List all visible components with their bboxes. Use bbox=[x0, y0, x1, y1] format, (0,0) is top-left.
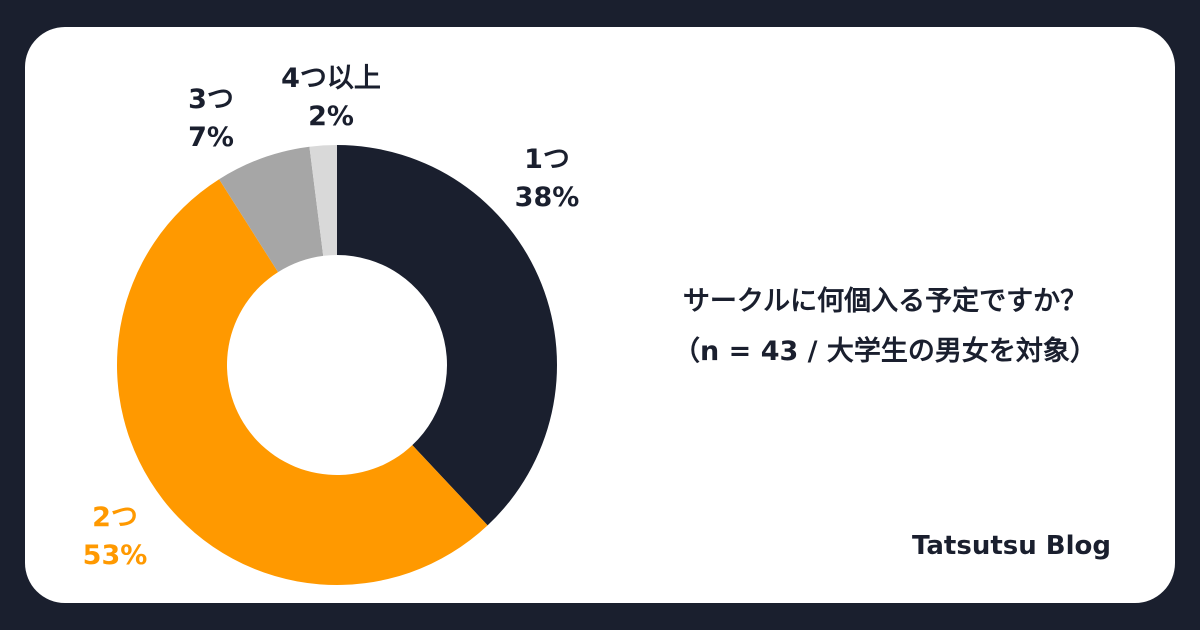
chart-title: サークルに何個入る予定ですか？ （n = 43 / 大学生の男女を対象） bbox=[605, 277, 1165, 377]
label-one: 1つ 38% bbox=[493, 141, 601, 217]
donut-slice bbox=[219, 146, 324, 273]
label-three: 3つ 7% bbox=[171, 81, 251, 157]
donut-chart bbox=[116, 145, 557, 585]
chart-title-line1: サークルに何個入る予定ですか？ bbox=[682, 286, 1088, 317]
label-four-plus: 4つ以上 2% bbox=[261, 60, 401, 136]
chart-title-line2: （n = 43 / 大学生の男女を対象） bbox=[673, 336, 1097, 367]
label-one-pct: 38% bbox=[514, 182, 580, 213]
label-three-pct: 7% bbox=[188, 122, 234, 153]
brand-name: Tatsutsu Blog bbox=[911, 531, 1111, 561]
label-four-plus-name: 4つ以上 bbox=[281, 63, 381, 94]
label-three-name: 3つ bbox=[188, 84, 234, 115]
label-two: 2つ 53% bbox=[71, 499, 159, 575]
chart-card: 1つ 38% 2つ 53% 3つ 7% 4つ以上 2% サークルに何個入る予定で… bbox=[25, 27, 1175, 603]
label-four-plus-pct: 2% bbox=[308, 101, 354, 132]
donut-slice bbox=[337, 145, 557, 526]
label-two-name: 2つ bbox=[92, 502, 138, 533]
donut-slice bbox=[116, 179, 488, 585]
label-two-pct: 53% bbox=[82, 540, 148, 571]
label-one-name: 1つ bbox=[524, 144, 570, 175]
donut-slice bbox=[309, 145, 337, 256]
